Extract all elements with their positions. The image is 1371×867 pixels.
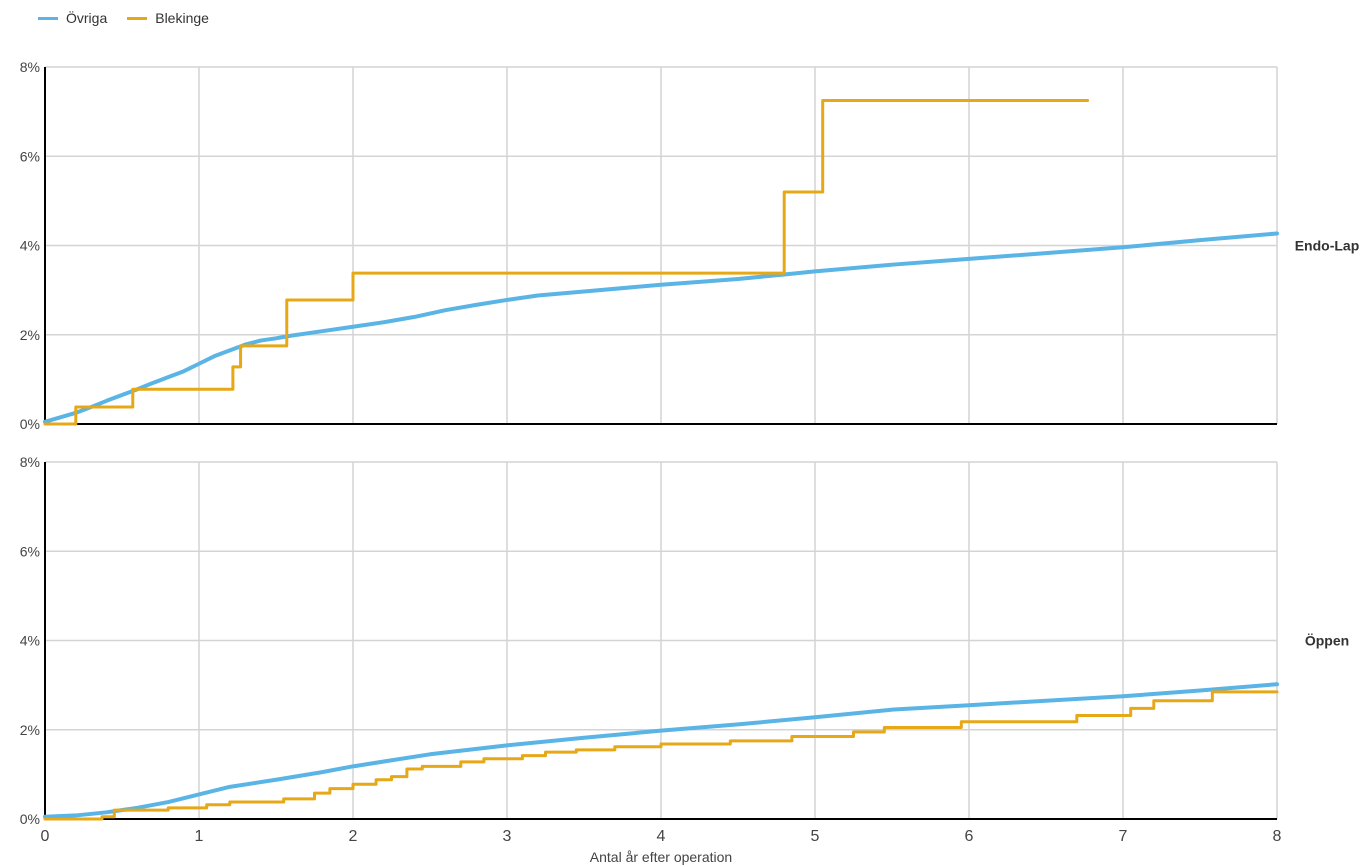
x-tick-label: 0 — [41, 828, 50, 845]
panel-label: Öppen — [1305, 633, 1349, 649]
x-tick-label: 6 — [965, 828, 974, 845]
x-tick-label: 1 — [195, 828, 204, 845]
y-tick-label: 6% — [20, 148, 40, 164]
x-tick-label: 4 — [657, 828, 666, 845]
series-line-blekinge — [43, 98, 1090, 426]
y-tick-label: 6% — [20, 543, 40, 559]
legend-swatch-ovriga — [38, 16, 58, 20]
y-tick-label: 8% — [20, 454, 40, 470]
legend-label-blekinge: Blekinge — [155, 10, 209, 26]
legend: Övriga Blekinge — [38, 10, 209, 26]
series-line-ovriga — [43, 682, 1279, 819]
y-tick-label: 2% — [20, 722, 40, 738]
x-axis-label: Antal år efter operation — [590, 849, 732, 865]
legend-swatch-blekinge — [127, 16, 148, 20]
y-tick-label: 2% — [20, 327, 40, 343]
y-tick-label: 4% — [20, 633, 40, 649]
legend-item-blekinge[interactable]: Blekinge — [127, 10, 209, 26]
y-tick-label: 8% — [20, 59, 40, 75]
x-tick-label: 2 — [349, 828, 358, 845]
legend-label-ovriga: Övriga — [66, 10, 108, 26]
x-tick-label: 7 — [1119, 828, 1128, 845]
x-tick-label: 8 — [1273, 828, 1282, 845]
y-tick-label: 0% — [20, 416, 40, 432]
x-tick-label: 5 — [811, 828, 820, 845]
x-tick-label: 3 — [503, 828, 512, 845]
series-line-blekinge — [43, 690, 1279, 821]
panel-label: Endo-Lap — [1295, 238, 1360, 254]
y-tick-label: 4% — [20, 238, 40, 254]
y-tick-label: 0% — [20, 811, 40, 827]
legend-item-ovriga[interactable]: Övriga — [38, 10, 107, 26]
